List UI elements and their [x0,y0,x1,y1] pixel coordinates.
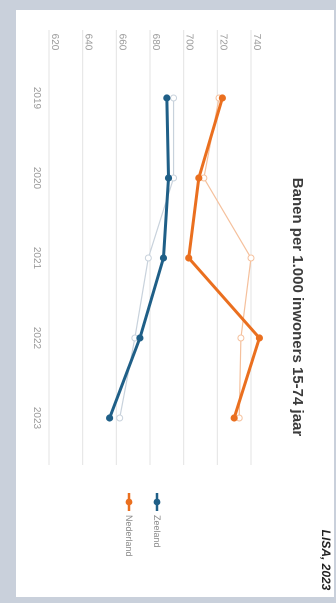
data-point-zeeland [164,174,173,182]
data-point-nederland [255,334,264,342]
x-tick-label: 2021 [31,247,42,270]
y-axis-ticks: 620 640 660 680 700 720 740 [49,34,262,51]
chart-panel [16,10,334,597]
grid-lines [48,30,252,465]
data-point-zeeland [163,94,171,102]
legend-label: Nederland [124,515,134,557]
legend-swatch-marker [125,498,133,506]
y-tick-label: 660 [116,34,127,51]
data-point-nederland [218,94,226,102]
faded-data-point [144,254,152,262]
y-tick-label: 620 [49,34,60,51]
data-point-nederland [185,254,193,262]
x-tick-label: 2020 [31,167,42,190]
series-lines [106,94,264,422]
data-point-zeeland [136,334,144,342]
chart-title: Banen per 1.000 inwoners 15-74 jaar [289,178,306,437]
faded-data-point [170,94,178,102]
y-tick-label: 720 [217,34,228,51]
x-tick-label: 2019 [31,87,42,110]
data-point-nederland [195,174,203,182]
source-label: LISA, 2023 [319,530,333,591]
legend-swatch-marker [153,498,161,506]
faded-data-point [247,254,255,262]
faded-data-point [237,334,245,342]
faded-data-point [116,414,124,422]
data-point-zeeland [106,414,114,422]
y-tick-label: 740 [251,34,262,51]
legend: Zeeland Nederland [124,493,162,557]
legend-label: Zeeland [152,515,162,548]
x-axis-ticks: 2019 2020 2021 2022 2023 [31,87,42,430]
y-tick-label: 700 [184,34,195,51]
data-point-nederland [230,414,238,422]
x-tick-label: 2022 [31,327,42,350]
y-tick-label: 640 [83,34,94,51]
x-tick-label: 2023 [31,407,42,430]
y-tick-label: 680 [150,34,161,51]
data-point-zeeland [159,254,168,262]
